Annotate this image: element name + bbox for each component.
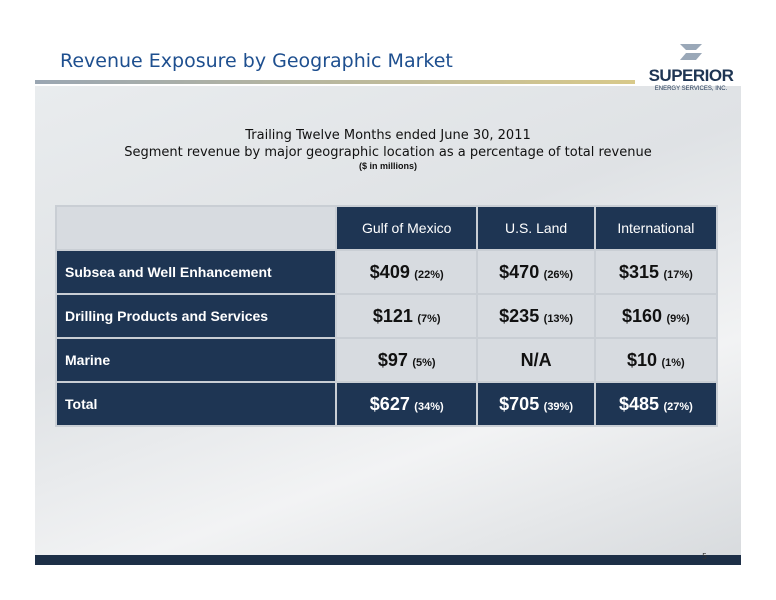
share: (9%) bbox=[666, 312, 690, 325]
amount: N/A bbox=[520, 349, 552, 370]
value-cell: $409 (22%) bbox=[334, 249, 479, 295]
row-label: Marine bbox=[55, 337, 337, 383]
amount: $627 bbox=[369, 393, 410, 414]
amount: $97 bbox=[377, 349, 408, 370]
logo: SUPERIOR ENERGY SERVICES, INC. bbox=[636, 42, 746, 92]
logo-tagline: ENERGY SERVICES, INC. bbox=[654, 86, 728, 92]
corner-cell bbox=[55, 205, 337, 251]
footer-bar bbox=[35, 555, 741, 565]
amount: $485 bbox=[618, 393, 659, 414]
value-cell: $485 (27%) bbox=[593, 381, 719, 427]
table-row: Total $627 (34%) $705 (39%) $485 (27%) bbox=[55, 381, 719, 427]
column-header: International bbox=[593, 205, 719, 251]
header-row: Gulf of Mexico U.S. Land International bbox=[55, 205, 719, 251]
amount: $121 bbox=[372, 305, 413, 326]
share: (27%) bbox=[663, 400, 693, 413]
row-label: Total bbox=[55, 381, 337, 427]
share: (5%) bbox=[412, 356, 436, 369]
title: Revenue Exposure by Geographic Market bbox=[60, 50, 453, 72]
share: (7%) bbox=[417, 312, 441, 325]
share: (17%) bbox=[663, 268, 693, 281]
table-row: Drilling Products and Services $121 (7%) $… bbox=[55, 293, 719, 339]
amount: $235 bbox=[499, 305, 540, 326]
share: (22%) bbox=[414, 268, 444, 281]
subtitle-line: Segment revenue by major geographic loca… bbox=[124, 145, 652, 160]
logo-name: SUPERIOR bbox=[648, 66, 734, 85]
amount: $315 bbox=[618, 261, 659, 282]
share: (1%) bbox=[661, 356, 685, 369]
share: (13%) bbox=[543, 312, 573, 325]
share: (34%) bbox=[414, 400, 444, 413]
amount: $705 bbox=[499, 393, 540, 414]
table: Gulf of Mexico U.S. Land International Subs… bbox=[55, 205, 719, 427]
subtitle-note: ($ in millions) bbox=[358, 161, 417, 171]
amount: $10 bbox=[626, 349, 658, 370]
title-rule bbox=[35, 80, 635, 84]
value-cell: $97 (5%) bbox=[334, 337, 479, 383]
value-cell: N/A bbox=[476, 337, 596, 383]
logo-mark bbox=[680, 44, 702, 60]
subtitle-line: Trailing Twelve Months ended June 30, 20… bbox=[245, 128, 531, 143]
amount: $409 bbox=[369, 261, 410, 282]
column-header: U.S. Land bbox=[476, 205, 596, 251]
value-cell: $705 (39%) bbox=[476, 381, 596, 427]
page-number: 5 bbox=[702, 552, 708, 561]
value-cell: $235 (13%) bbox=[476, 293, 596, 339]
amount: $160 bbox=[621, 305, 663, 326]
value-cell: $160 (9%) bbox=[593, 293, 719, 339]
table-row: Subsea and Well Enhancement $409 (22%) $47… bbox=[55, 249, 719, 295]
subtitle: Trailing Twelve Months ended June 30, 20… bbox=[35, 127, 741, 171]
column-header: Gulf of Mexico bbox=[334, 205, 479, 251]
share: (39%) bbox=[543, 400, 573, 413]
row-label: Drilling Products and Services bbox=[55, 293, 337, 339]
value-cell: $315 (17%) bbox=[593, 249, 719, 295]
amount: $470 bbox=[499, 261, 540, 282]
value-cell: $470 (26%) bbox=[476, 249, 596, 295]
table-row: Marine $97 (5%) N/A $10 (1%) bbox=[55, 337, 719, 383]
value-cell: $627 (34%) bbox=[334, 381, 479, 427]
value-cell: $10 (1%) bbox=[593, 337, 719, 383]
value-cell: $121 (7%) bbox=[334, 293, 479, 339]
share: (26%) bbox=[543, 268, 573, 281]
row-label: Subsea and Well Enhancement bbox=[55, 249, 337, 295]
